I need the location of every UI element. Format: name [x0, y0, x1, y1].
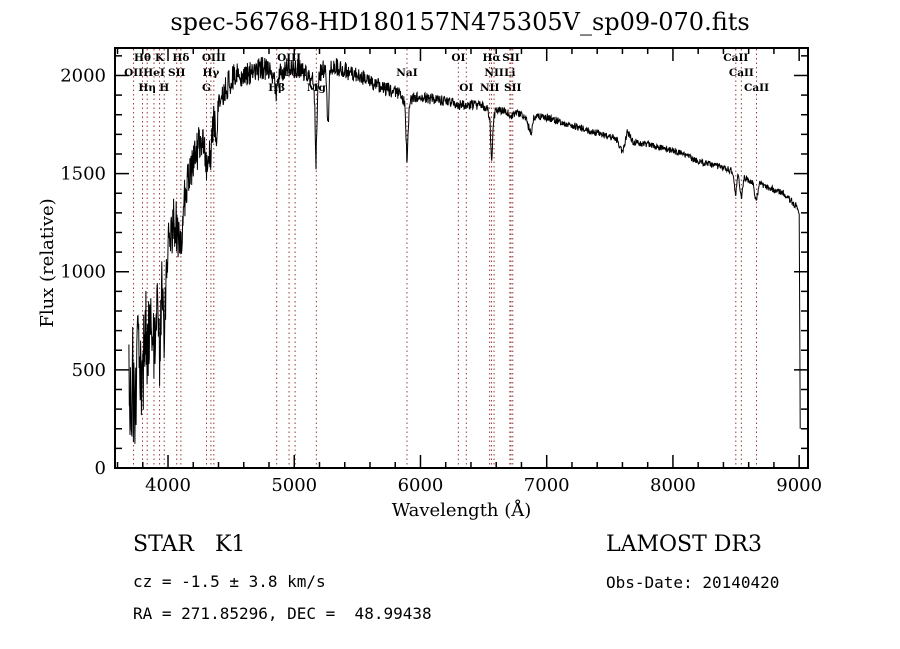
- x-tick-label: 7000: [524, 475, 570, 496]
- spectral-line-label: Hβ: [268, 82, 285, 94]
- spectral-line-label: Hη: [138, 82, 156, 94]
- x-tick-label: 9000: [776, 475, 822, 496]
- spectral-line-label: Hα: [483, 52, 501, 64]
- x-tick-label: 6000: [398, 475, 444, 496]
- spectral-line-label: OIII: [283, 67, 307, 79]
- spectral-line-label: OI: [451, 52, 465, 64]
- spectral-line-label: Li: [504, 67, 515, 79]
- figure-title: spec-56768-HD180157N475305V_sp09-070.fit…: [170, 8, 750, 36]
- y-tick-label: 0: [95, 458, 106, 479]
- spectral-line-label: G: [202, 82, 211, 94]
- obs-date-text: Obs-Date: 20140420: [606, 573, 780, 592]
- spectral-line-label: CaII: [744, 82, 769, 94]
- spectral-line-labels: OIIHθHηHeIKHSIIHδGHγOIIIHβOIIIOIIIMgNaIO…: [124, 52, 769, 94]
- spectral-line-label: SII: [502, 52, 519, 64]
- spectral-line-label: CaII: [729, 67, 754, 79]
- spectral-line-label: CaII: [723, 52, 748, 64]
- spectral-line-label: NaI: [396, 67, 417, 79]
- spectral-line-label: NII: [484, 67, 504, 79]
- tick-labels: 4000 5000 6000 7000 8000 9000 0 500 1000 1500 2000: [60, 65, 822, 496]
- x-axis-label: Wavelength (Å): [391, 500, 532, 521]
- spectral-line-label: SII: [168, 67, 185, 79]
- spectral-line-label: OIII: [202, 52, 226, 64]
- x-tick-label: 8000: [650, 475, 696, 496]
- spectral-line-markers: [133, 49, 757, 467]
- spectral-line-label: OIII: [277, 52, 301, 64]
- x-tick-label: 4000: [145, 475, 191, 496]
- spectral-line-label: Hθ: [134, 52, 151, 64]
- axis-ticks: [115, 48, 808, 469]
- coordinates-text: RA = 271.85296, DEC = 48.99438: [133, 604, 432, 623]
- spectral-line-label: H: [159, 82, 169, 94]
- spectral-line-label: NII: [480, 82, 500, 94]
- spectral-line-label: Hδ: [172, 52, 189, 64]
- spectral-line-label: Hγ: [203, 67, 220, 79]
- radial-velocity-text: cz = -1.5 ± 3.8 km/s: [133, 572, 326, 591]
- survey-text: LAMOST DR3: [606, 532, 762, 557]
- spectral-line-label: SII: [504, 82, 521, 94]
- axes-frame: [114, 47, 809, 469]
- spectral-line-label: OII: [124, 67, 143, 79]
- spectral-line-label: K: [155, 52, 165, 64]
- y-tick-label: 1000: [60, 262, 106, 283]
- y-axis-label: Flux (relative): [37, 198, 58, 328]
- y-tick-label: 2000: [60, 65, 106, 86]
- spectral-line-label: Mg: [307, 82, 327, 94]
- spectral-line-label: HeI: [143, 67, 165, 79]
- y-tick-label: 1500: [60, 164, 106, 185]
- spectral-line-label: OI: [459, 82, 473, 94]
- spectrum-line: [128, 57, 801, 444]
- object-type-text: STAR K1: [133, 532, 246, 557]
- x-tick-label: 5000: [271, 475, 317, 496]
- y-tick-label: 500: [72, 360, 106, 381]
